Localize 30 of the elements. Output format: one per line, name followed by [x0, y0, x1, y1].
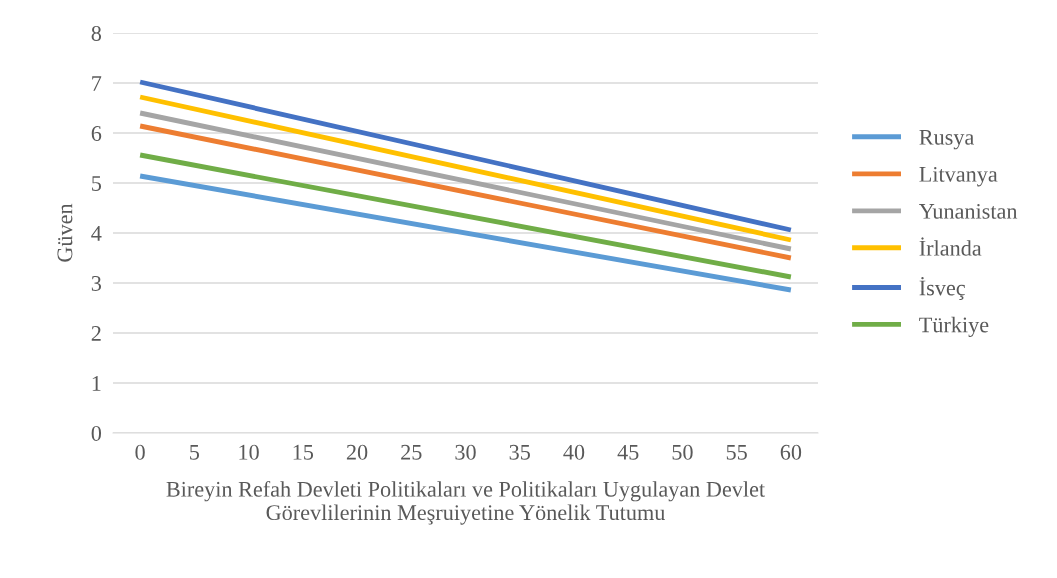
legend-label: Yunanistan	[919, 203, 1018, 219]
legend-label: Türkiye	[919, 316, 989, 337]
y-axis-title: Güven	[57, 203, 73, 262]
x-tick-label: 45	[617, 444, 639, 460]
x-tick-label: 20	[346, 444, 368, 460]
legend-label: Rusya	[919, 130, 975, 150]
x-tick-label: 40	[563, 444, 585, 460]
x-tick-label: 5	[190, 444, 200, 460]
x-tick-label: 50	[672, 444, 693, 460]
x-tick-label: 15	[293, 444, 314, 460]
y-tick-label: 7	[92, 76, 102, 91]
legend-label: Litvanya	[919, 166, 998, 187]
x-tick-label: 55	[726, 444, 747, 460]
y-tick-label: 5	[92, 176, 102, 191]
x-tick-label: 10	[239, 444, 259, 460]
x-tick-label: 0	[135, 444, 145, 460]
x-tick-label: 60	[780, 444, 802, 460]
y-tick-label: 6	[91, 125, 102, 141]
x-tick-label: 35	[509, 444, 530, 460]
legend-label: İrlanda	[919, 237, 982, 256]
x-axis-title: Bireyin Refah Devleti Politikaları ve Politikaları Uygulayan Devlet Görevlilerinin Meşruiyetine Yönelik Tutumu	[166, 480, 765, 525]
y-tick-label: 1	[92, 376, 101, 391]
y-tick-label: 0	[91, 425, 102, 441]
legend-label: İsveç	[919, 276, 965, 300]
y-tick-label: 8	[91, 25, 102, 41]
y-tick-label: 2	[91, 325, 101, 341]
x-tick-label: 25	[401, 444, 422, 460]
y-tick-label: 4	[91, 226, 102, 241]
y-tick-label: 3	[91, 275, 102, 291]
x-tick-label: 30	[455, 444, 476, 460]
